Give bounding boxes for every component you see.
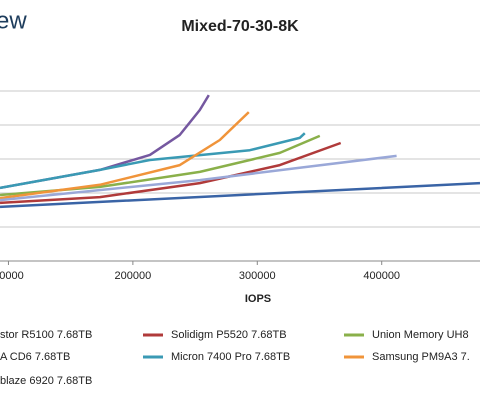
series-line [0,94,210,190]
series-line [0,132,306,190]
series-line [0,111,250,200]
legend-label: stor R5100 7.68TB [0,329,92,341]
x-tick-label: 400000 [363,270,400,282]
x-tick-label: 200000 [115,270,152,282]
chart-title: Mixed-70-30-8K [181,18,299,35]
legend-label: blaze 6920 7.68TB [0,375,92,387]
series-line [0,141,342,205]
legend-label: Union Memory UH8 [372,329,469,341]
series-line [0,154,397,202]
x-axis-label: IOPS [245,293,271,305]
legend-label: Samsung PM9A3 7. [372,351,470,363]
x-tick-label: 300000 [239,270,276,282]
x-tick-label: 00000 [0,270,24,282]
legend-label: Solidigm P5520 7.68TB [171,329,287,341]
legend-label: Micron 7400 Pro 7.68TB [171,351,290,363]
legend-label: A CD6 7.68TB [0,351,70,363]
series-line [0,181,480,209]
logo: ew [0,7,27,34]
